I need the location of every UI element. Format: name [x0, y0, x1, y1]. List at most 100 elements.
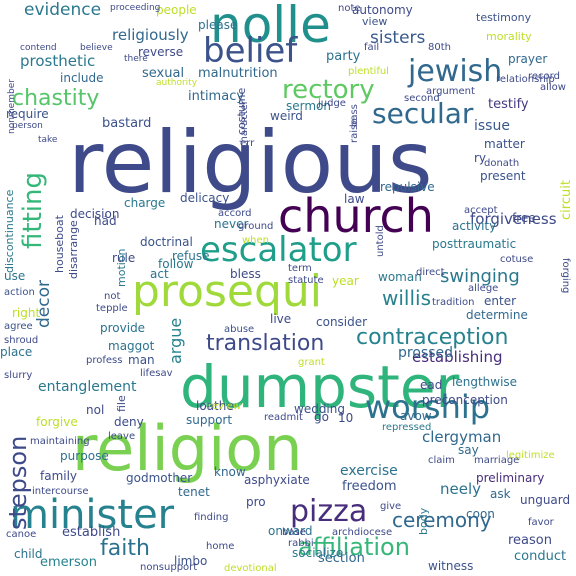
word: worship [365, 388, 491, 426]
word: relationship [496, 74, 555, 85]
word: body [417, 507, 430, 535]
word: record [528, 71, 560, 82]
word: limbo [174, 554, 208, 568]
word: devotional [224, 563, 277, 574]
word: right [12, 306, 41, 320]
word: posttraumatic [432, 237, 517, 251]
word: pizza [290, 494, 368, 529]
word: cotuse [500, 254, 534, 265]
word: ead [420, 378, 443, 392]
word: repulsive [380, 180, 435, 194]
word: ceremony [392, 508, 492, 532]
word: err [240, 138, 255, 149]
word: plentiful [348, 66, 389, 77]
word: asphyxiate [244, 473, 310, 487]
word: view [362, 15, 388, 28]
word: know [214, 465, 246, 479]
word: party [326, 49, 361, 64]
word: establishing [412, 348, 503, 366]
word: term [288, 263, 312, 274]
word: witness [428, 559, 474, 573]
word: people [156, 3, 197, 17]
word: conduct [514, 549, 567, 564]
word: free [512, 211, 536, 225]
word: discontinuance [3, 189, 16, 273]
word: prosequi [132, 266, 323, 317]
word: slurry [4, 370, 33, 381]
word: rectory [282, 75, 375, 105]
word: intercourse [32, 486, 89, 497]
word: agree [4, 321, 33, 332]
word: preliminary [476, 471, 545, 485]
word: person [12, 121, 43, 131]
word: charge [124, 196, 166, 210]
word: forgiveness [470, 210, 557, 228]
word: woman [378, 270, 422, 284]
word: tenet [178, 485, 210, 499]
word: godmother [126, 471, 193, 485]
word: live [270, 312, 292, 326]
word: evidence [24, 0, 102, 20]
word: disarrange [67, 220, 80, 279]
word: abuse [224, 324, 255, 335]
word: testimony [476, 11, 532, 24]
word: rule [112, 251, 136, 265]
word: circuit [559, 180, 574, 220]
word: delicacy [180, 191, 230, 205]
word: religion [72, 412, 303, 485]
word: direct [416, 267, 445, 278]
word: child [14, 547, 43, 561]
word: translation [206, 331, 325, 356]
word: argument [426, 86, 475, 97]
word: leave [108, 431, 136, 442]
word: statute [288, 275, 324, 286]
word: marriage [474, 455, 520, 466]
word: believe [80, 43, 113, 53]
word: take [38, 135, 58, 145]
word: shroud [4, 335, 39, 346]
word: decor [34, 280, 54, 328]
word: nolle [210, 0, 331, 54]
word: coon [466, 507, 495, 521]
word: enter [484, 294, 517, 308]
word: bastard [102, 116, 152, 131]
word: section [318, 551, 365, 566]
word: 10 [338, 411, 354, 425]
word: follow [158, 257, 194, 271]
word: escalator [200, 230, 357, 270]
word: fail [364, 42, 380, 53]
word: support [186, 413, 233, 427]
word: nonmember [7, 79, 17, 134]
word: act [150, 267, 169, 281]
word: untold [375, 225, 386, 257]
word: prossed [398, 345, 453, 361]
word: lifesav [140, 368, 173, 379]
word: malnutrition [198, 66, 278, 81]
word: archdiocese [332, 527, 393, 538]
word: intimacy [188, 89, 245, 104]
word: nonsupport [140, 562, 198, 573]
word: prosthetic [20, 52, 96, 70]
word: not [104, 291, 121, 302]
word: present [480, 169, 526, 183]
word: swinging [440, 266, 520, 287]
word: note [338, 3, 361, 14]
word: year [332, 274, 359, 288]
word: belief [203, 31, 298, 71]
word: ry [474, 151, 487, 165]
word: reverse [138, 45, 184, 59]
word: donath [484, 158, 520, 169]
word: houseboat [53, 215, 66, 273]
word: sisters [370, 28, 426, 48]
word: forgive [36, 415, 78, 429]
word: faith [100, 536, 150, 561]
word: reason [508, 533, 552, 548]
word: require [6, 107, 49, 121]
word: preconception [422, 393, 508, 407]
word: deny [114, 415, 144, 429]
word: consider [316, 315, 368, 329]
word: unguard [520, 493, 571, 507]
word: profess [86, 355, 123, 366]
word: please [198, 18, 238, 32]
word: tradition [432, 297, 475, 308]
